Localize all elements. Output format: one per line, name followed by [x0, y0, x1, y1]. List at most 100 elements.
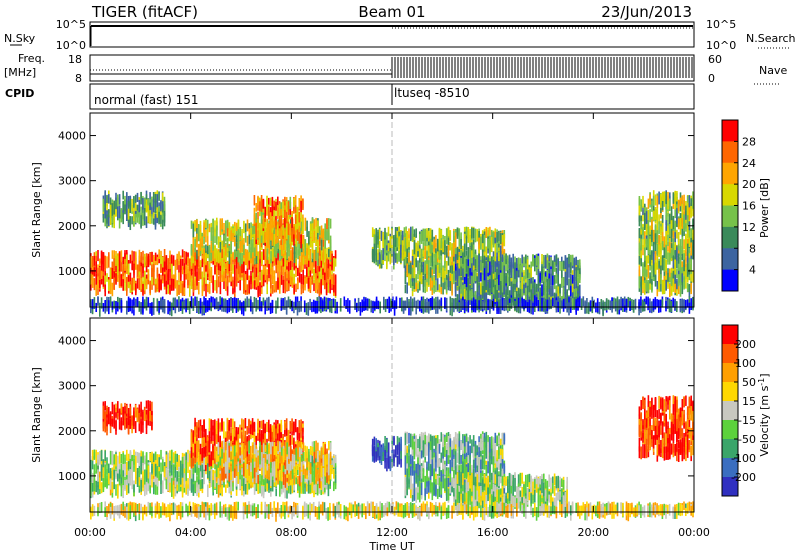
scatter-cell: [248, 261, 250, 270]
scatter-cell: [264, 230, 266, 243]
scatter-cell: [115, 471, 117, 480]
scatter-cell: [604, 301, 606, 311]
scatter-cell: [327, 284, 330, 293]
scatter-cell: [309, 238, 312, 248]
scatter-cell: [106, 194, 108, 204]
scatter-cell: [156, 277, 159, 289]
scatter-cell: [375, 296, 378, 309]
scatter-cell: [356, 302, 358, 313]
scatter-cell: [199, 220, 202, 231]
scatter-cell: [548, 269, 550, 279]
scatter-cell: [550, 283, 552, 297]
scatter-cell: [187, 256, 189, 268]
scatter-cell: [183, 251, 186, 264]
scatter-cell: [573, 257, 576, 271]
scatter-cell: [654, 224, 657, 237]
freq-unit: [MHz]: [4, 66, 36, 79]
scatter-cell: [324, 232, 326, 246]
scatter-cell: [205, 298, 207, 311]
scatter-cell: [205, 230, 207, 243]
scatter-cell: [485, 278, 488, 287]
scatter-cell: [503, 266, 506, 276]
scatter-cell: [302, 284, 304, 294]
beam-title: Beam 01: [358, 3, 425, 21]
scatter-cell: [325, 297, 328, 311]
scatter-cell: [393, 243, 395, 258]
scatter-cell: [126, 265, 128, 274]
scatter-cell: [331, 261, 333, 271]
scatter-cell: [647, 264, 650, 279]
scatter-cell: [140, 215, 142, 229]
scatter-cell: [100, 464, 103, 474]
scatter-cell: [158, 191, 160, 201]
scatter-cell: [294, 296, 297, 308]
scatter-cell: [546, 276, 549, 287]
scatter-cell: [275, 232, 277, 244]
scatter-cell: [692, 297, 694, 311]
power-scatter-layer: [90, 190, 694, 317]
scatter-cell: [472, 244, 475, 259]
scatter-cell: [510, 257, 513, 268]
scatter-cell: [460, 298, 462, 310]
scatter-cell: [672, 230, 675, 242]
scatter-cell: [420, 248, 423, 258]
scatter-cell: [413, 267, 416, 279]
scatter-cell: [300, 274, 303, 285]
scatter-cell: [440, 250, 443, 261]
scatter-cell: [660, 226, 662, 236]
scatter-cell: [279, 274, 281, 288]
scatter-cell: [428, 301, 430, 314]
scatter-cell: [127, 273, 130, 282]
scatter-cell: [124, 454, 126, 464]
scatter-cell: [277, 297, 279, 309]
scatter-cell: [93, 278, 96, 291]
scatter-cell: [679, 283, 682, 297]
scatter-cell: [676, 282, 678, 296]
scatter-cell: [543, 287, 545, 301]
scatter-cell: [438, 284, 441, 293]
scatter-cell: [378, 250, 381, 264]
scatter-cell: [190, 296, 193, 309]
scatter-cell: [579, 274, 581, 284]
scatter-cell: [638, 228, 641, 239]
scatter-cell: [406, 282, 408, 294]
scatter-cell: [322, 228, 325, 238]
scatter-cell: [370, 300, 372, 313]
scatter-cell: [449, 281, 452, 291]
scatter-cell: [467, 265, 470, 277]
scatter-cell: [411, 298, 414, 308]
scatter-cell: [512, 296, 514, 306]
scatter-cell: [454, 239, 457, 253]
scatter-cell: [663, 236, 666, 249]
scatter-cell: [582, 296, 585, 307]
scatter-cell: [308, 249, 310, 261]
scatter-cell: [319, 253, 321, 267]
scatter-cell: [196, 233, 198, 248]
scatter-cell: [305, 302, 308, 315]
scatter-cell: [383, 296, 385, 310]
scatter-cell: [498, 292, 500, 303]
scatter-cell: [180, 280, 182, 294]
scatter-cell: [296, 229, 299, 241]
scatter-cell: [280, 299, 283, 311]
scatter-cell: [99, 451, 101, 465]
scatter-cell: [501, 235, 504, 248]
scatter-cell: [264, 267, 267, 281]
scatter-cell: [201, 282, 204, 293]
scatter-cell: [496, 268, 498, 282]
scatter-cell: [656, 195, 659, 208]
scatter-cell: [667, 191, 669, 201]
scatter-cell: [453, 242, 455, 257]
scatter-cell: [327, 257, 330, 270]
scatter-cell: [91, 479, 94, 492]
freq-panel: [89, 54, 695, 82]
scatter-cell: [679, 218, 682, 230]
scatter-cell: [104, 260, 106, 272]
scatter-cell: [561, 277, 563, 288]
scatter-cell: [516, 291, 518, 302]
scatter-cell: [514, 300, 516, 310]
colorbar-tick-label: 20: [742, 178, 756, 191]
scatter-cell: [458, 262, 461, 276]
scatter-cell: [181, 283, 184, 296]
scatter-cell: [420, 272, 423, 285]
